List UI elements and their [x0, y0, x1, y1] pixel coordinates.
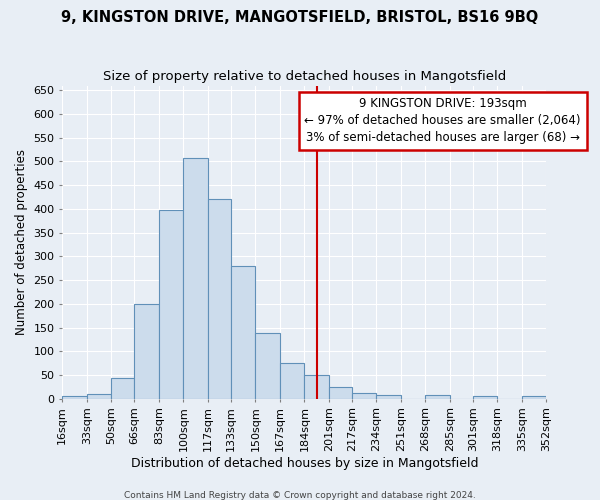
Y-axis label: Number of detached properties: Number of detached properties [15, 149, 28, 335]
Text: Contains HM Land Registry data © Crown copyright and database right 2024.: Contains HM Land Registry data © Crown c… [124, 490, 476, 500]
Bar [134, 304, 159, 399]
Bar [112, 378, 134, 399]
Bar [473, 396, 497, 399]
Bar [522, 396, 547, 399]
Text: 9, KINGSTON DRIVE, MANGOTSFIELD, BRISTOL, BS16 9BQ: 9, KINGSTON DRIVE, MANGOTSFIELD, BRISTOL… [61, 10, 539, 25]
Bar [352, 393, 376, 399]
Bar [304, 375, 329, 399]
Bar [62, 396, 87, 399]
Bar [208, 200, 231, 399]
Bar [159, 210, 184, 399]
Bar [280, 363, 304, 399]
Bar [329, 387, 352, 399]
Title: Size of property relative to detached houses in Mangotsfield: Size of property relative to detached ho… [103, 70, 506, 83]
Bar [425, 396, 450, 399]
X-axis label: Distribution of detached houses by size in Mangotsfield: Distribution of detached houses by size … [131, 457, 478, 470]
Bar [256, 334, 280, 399]
Bar [87, 394, 112, 399]
Bar [184, 158, 208, 399]
Bar [376, 395, 401, 399]
Text: 9 KINGSTON DRIVE: 193sqm
← 97% of detached houses are smaller (2,064)
3% of semi: 9 KINGSTON DRIVE: 193sqm ← 97% of detach… [304, 98, 581, 144]
Bar [231, 266, 256, 399]
